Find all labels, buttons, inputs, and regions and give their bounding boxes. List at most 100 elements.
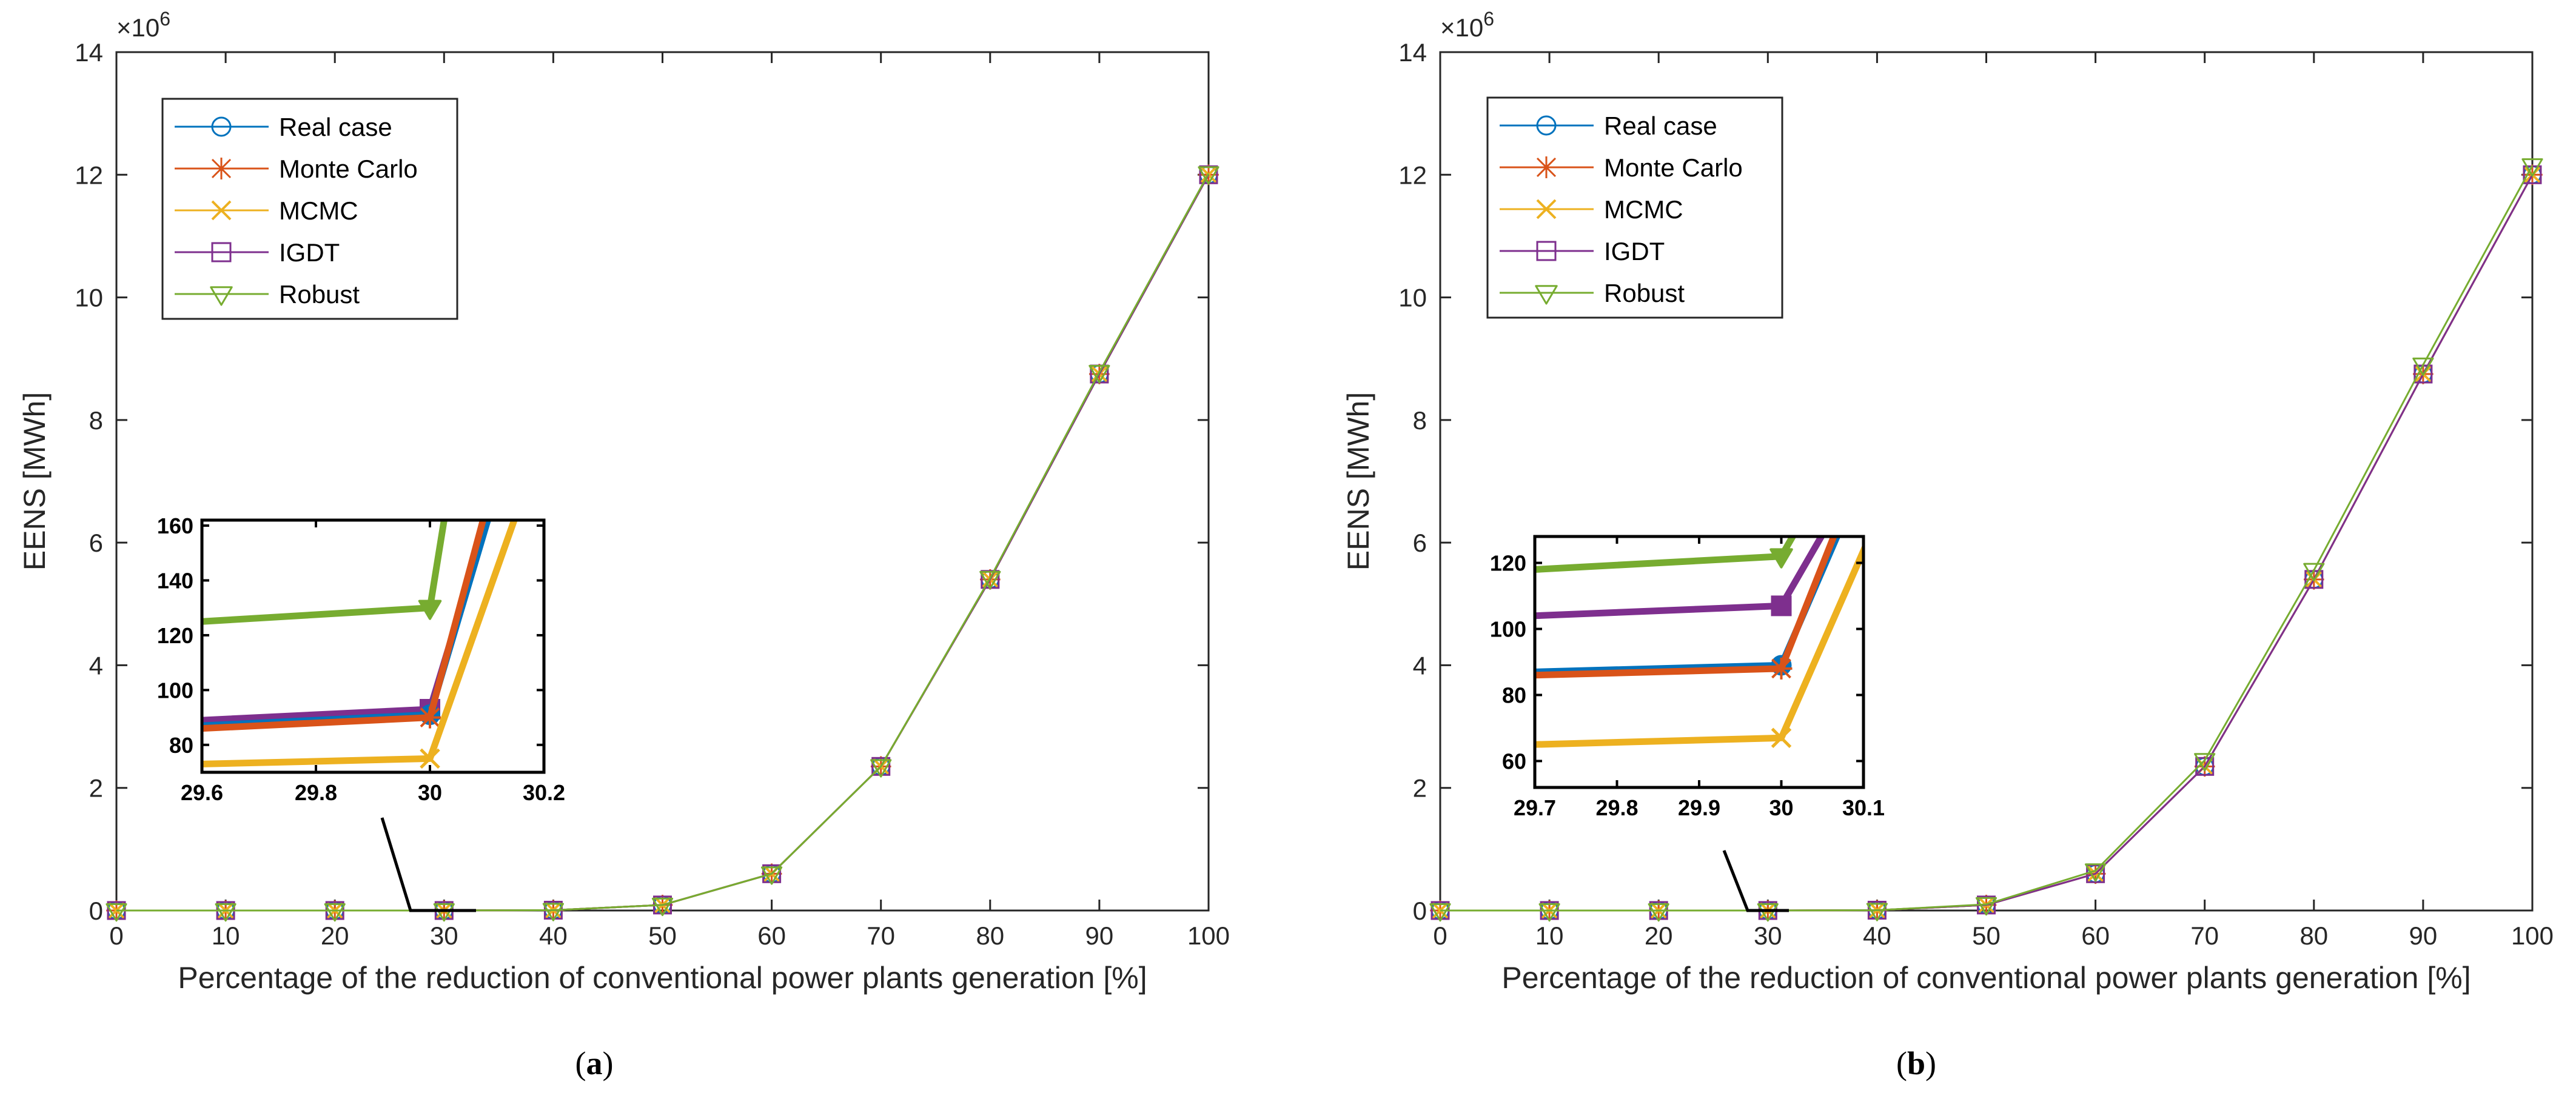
legend-marker-igdt [1536,241,1557,261]
data-point-robust [2412,357,2434,376]
data-point-robust [2194,753,2216,772]
inset-point-robust [1769,548,1793,569]
series-line-robust [1440,165,2534,912]
y-axis-label: EENS [MWh] [1341,392,1375,570]
x-tick-label: 20 [321,921,349,950]
inset-y-tick-label: 100 [1490,617,1526,642]
legend-label-monte-carlo: Monte Carlo [1604,153,1743,182]
inset-y-tick-label: 60 [1502,749,1526,774]
legend-label-mcmc: MCMC [1604,195,1683,224]
data-point-robust [1538,903,1560,922]
x-tick-label: 0 [1433,921,1447,950]
x-tick-label: 20 [1645,921,1673,950]
inset-series-group [202,520,518,769]
inset-y-tick-label: 120 [157,623,193,648]
legend-label-real-case: Real case [1604,112,1717,140]
data-point-robust [1866,903,1888,921]
inset-zoom: 29.6 29.8 30 30.2 80 100 120 140 160 [157,513,565,805]
legend-marker-igdt [211,242,232,262]
y-tick-label: 14 [75,38,103,67]
legend-marker-monte-carlo [210,158,232,179]
inset-y-tick-label: 120 [1490,551,1526,576]
legend-label-robust: Robust [279,280,360,309]
x-tick-label: 10 [212,921,240,950]
y-tick-label: 0 [89,897,103,925]
x-tick-label: 90 [2409,921,2438,950]
panel-caption-letter: a [586,1045,603,1081]
x-tick-label: 40 [539,921,568,950]
panel-caption: (b) [1896,1045,1936,1081]
data-point-robust [215,903,236,922]
y-tick-label: 12 [75,161,103,189]
y-axis-exponent: 6 [1483,8,1494,30]
inset-point-robust [418,600,442,620]
data-point-robust [979,570,1001,590]
zoom-pointer [380,817,476,912]
inset-point-mcmc [420,748,440,769]
data-point-robust [2085,863,2107,882]
inset-background [202,520,544,772]
y-tick-label: 8 [1413,406,1427,435]
x-tick-label: 10 [1535,921,1564,950]
inset-series-group [1535,536,1863,749]
legend-label-igdt: IGDT [279,238,340,267]
y-tick-label: 6 [89,529,103,557]
data-point-robust [433,903,455,922]
y-tick-label: 8 [89,406,103,435]
inset-frame [200,518,546,774]
legend-label-igdt: IGDT [1604,237,1665,266]
panel-caption: (a) [575,1045,614,1081]
y-tick-label: 6 [1413,529,1427,557]
x-tick-label: 0 [109,921,123,950]
inset-point-monte-carlo [1770,657,1793,680]
x-tick-label: 90 [1085,921,1114,950]
y-tick-label: 4 [1413,651,1427,680]
y-axis-multiplier: ×106 [1440,8,1494,42]
data-point-robust [1088,364,1110,384]
inset-x-tick-label: 30.2 [523,780,565,805]
x-tick-label: 80 [2299,921,2328,950]
series-line-robust [116,173,1210,912]
data-point-robust [1198,166,1219,185]
y-tick-label: 12 [1398,161,1427,189]
legend-box [1486,96,1783,319]
legend-marker-real-case [211,116,232,137]
legend-marker-real-case [1536,115,1557,136]
y-tick-label: 10 [1398,284,1427,312]
x-tick-label: 60 [757,921,786,950]
data-point-robust [2303,563,2325,581]
data-point-robust [1648,903,1669,922]
data-point-robust [651,897,674,917]
inset-x-tick-label: 29.8 [1595,795,1638,820]
inset-y-tick-label: 100 [157,678,193,703]
data-point-robust [1429,903,1451,922]
legend-marker-mcmc [1536,199,1557,219]
y-axis-exponent: 6 [159,8,170,30]
y-tick-label: 2 [1413,774,1427,803]
legend-marker-monte-carlo [1535,156,1557,178]
x-tick-label: 70 [867,921,895,950]
inset-x-tick-label: 30 [1769,795,1793,820]
x-tick-label: 40 [1863,921,1891,950]
inset-y-tick-label: 80 [169,733,193,758]
inset-point-mcmc [1771,727,1792,749]
y-tick-label: 0 [1413,897,1427,925]
y-axis-multiplier: ×106 [116,8,170,42]
inset-y-tick-label: 140 [157,568,193,593]
x-axis-label: Percentage of the reduction of conventio… [1501,961,2470,995]
y-tick-label: 10 [75,284,103,312]
inset-x-tick-label: 30 [418,780,442,805]
x-tick-label: 100 [2511,921,2554,950]
data-point-robust [1975,897,1997,916]
data-point-robust [324,903,346,922]
inset-point-igdt [1771,595,1792,616]
x-tick-label: 50 [1972,921,2001,950]
inset-x-tick-label: 29.9 [1678,795,1720,820]
legend-marker-robust [210,286,233,306]
x-tick-label: 70 [2190,921,2219,950]
legend-marker-robust [1535,285,1558,305]
chart-panel-b: 0 10 20 30 40 50 60 70 80 90 100 0 2 4 6 8 10 12 14 ×106 Per… [1341,8,2554,1081]
x-tick-label: 100 [1187,921,1230,950]
y-tick-label: 4 [89,651,103,680]
data-point-robust [870,759,892,778]
